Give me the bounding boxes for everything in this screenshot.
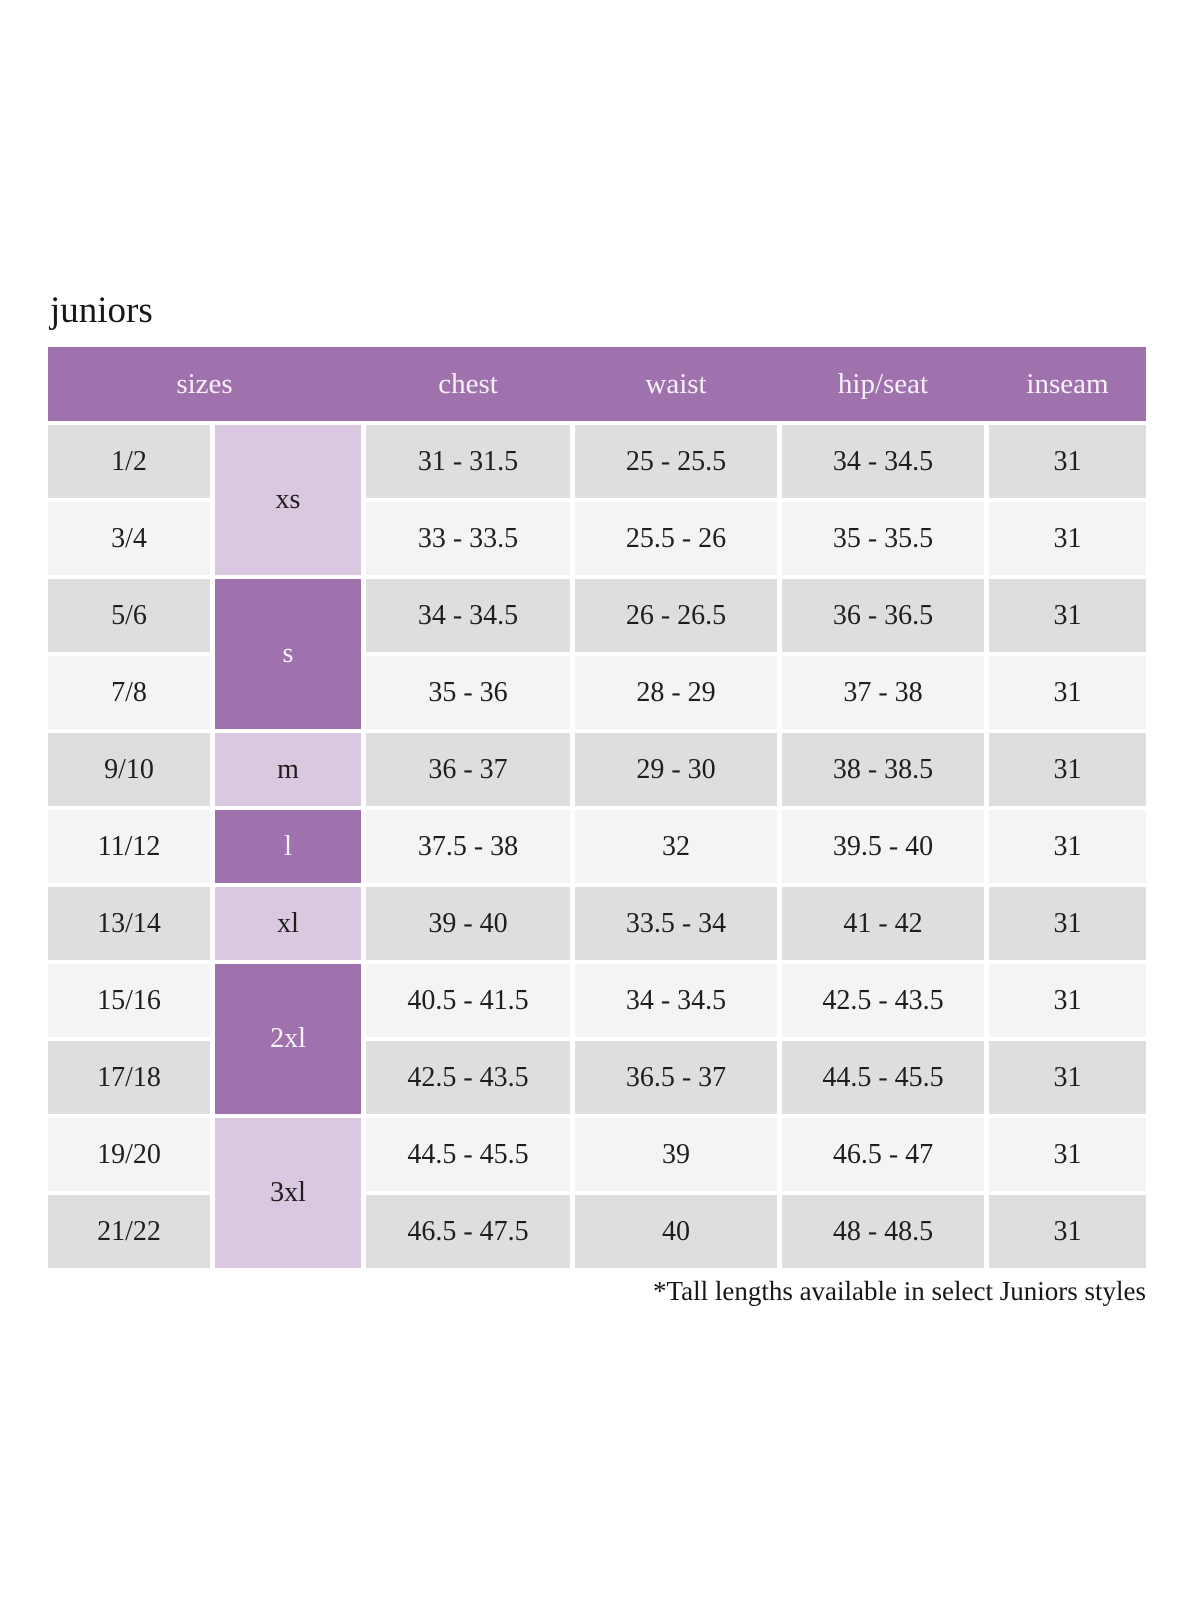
waist-cell: 39	[575, 1118, 777, 1191]
inseam-cell: 31	[989, 656, 1146, 729]
waist-cell: 36.5 - 37	[575, 1041, 777, 1114]
column-header-waist: waist	[645, 367, 707, 400]
inseam-cell: 31	[989, 733, 1146, 806]
inseam-cell: 31	[989, 1195, 1146, 1268]
letter-size-cell: 2xl	[215, 964, 361, 1114]
column-header-sizes: sizes	[176, 367, 233, 400]
hip-seat-cell: 41 - 42	[782, 887, 984, 960]
waist-cell: 25 - 25.5	[575, 425, 777, 498]
chest-cell: 35 - 36	[366, 656, 570, 729]
column-header-hip-seat: hip/seat	[837, 367, 929, 400]
size-cell: 13/14	[48, 887, 210, 960]
waist-cell: 25.5 - 26	[575, 502, 777, 575]
letter-size-cell: l	[215, 810, 361, 883]
chest-cell: 46.5 - 47.5	[366, 1195, 570, 1268]
letter-size-cell: xs	[215, 425, 361, 575]
size-cell: 15/16	[48, 964, 210, 1037]
column-header-chest: chest	[438, 367, 498, 400]
hip-seat-cell: 44.5 - 45.5	[782, 1041, 984, 1114]
size-cell: 21/22	[48, 1195, 210, 1268]
letter-size-cell: xl	[215, 887, 361, 960]
inseam-cell: 31	[989, 502, 1146, 575]
waist-cell: 32	[575, 810, 777, 883]
inseam-cell: 31	[989, 425, 1146, 498]
hip-seat-cell: 35 - 35.5	[782, 502, 984, 575]
chest-cell: 39 - 40	[366, 887, 570, 960]
chest-cell: 31 - 31.5	[366, 425, 570, 498]
waist-cell: 26 - 26.5	[575, 579, 777, 652]
chest-cell: 42.5 - 43.5	[366, 1041, 570, 1114]
chest-cell: 37.5 - 38	[366, 810, 570, 883]
hip-seat-cell: 37 - 38	[782, 656, 984, 729]
size-cell: 17/18	[48, 1041, 210, 1114]
inseam-cell: 31	[989, 579, 1146, 652]
size-cell: 9/10	[48, 733, 210, 806]
inseam-cell: 31	[989, 1118, 1146, 1191]
letter-size-cell: 3xl	[215, 1118, 361, 1268]
table-header-row: sizes chest waist hip/seat inseam	[48, 347, 1146, 421]
size-cell: 19/20	[48, 1118, 210, 1191]
inseam-cell: 31	[989, 887, 1146, 960]
hip-seat-cell: 42.5 - 43.5	[782, 964, 984, 1037]
hip-seat-cell: 48 - 48.5	[782, 1195, 984, 1268]
column-header-inseam: inseam	[1026, 367, 1109, 400]
inseam-cell: 31	[989, 964, 1146, 1037]
chest-cell: 36 - 37	[366, 733, 570, 806]
size-cell: 3/4	[48, 502, 210, 575]
waist-cell: 40	[575, 1195, 777, 1268]
waist-cell: 34 - 34.5	[575, 964, 777, 1037]
page-title: juniors	[50, 290, 153, 331]
hip-seat-cell: 39.5 - 40	[782, 810, 984, 883]
hip-seat-cell: 38 - 38.5	[782, 733, 984, 806]
size-cell: 5/6	[48, 579, 210, 652]
chest-cell: 44.5 - 45.5	[366, 1118, 570, 1191]
footnote: *Tall lengths available in select Junior…	[652, 1276, 1146, 1306]
letter-size-cell: s	[215, 579, 361, 729]
inseam-cell: 31	[989, 810, 1146, 883]
table-body: 1/2 xs 31 - 31.5 25 - 25.5 34 - 34.5 31 3/4 33 …	[48, 425, 1146, 1268]
letter-size-cell: m	[215, 733, 361, 806]
size-cell: 11/12	[48, 810, 210, 883]
waist-cell: 33.5 - 34	[575, 887, 777, 960]
chest-cell: 40.5 - 41.5	[366, 964, 570, 1037]
waist-cell: 28 - 29	[575, 656, 777, 729]
chest-cell: 33 - 33.5	[366, 502, 570, 575]
chest-cell: 34 - 34.5	[366, 579, 570, 652]
hip-seat-cell: 34 - 34.5	[782, 425, 984, 498]
size-chart-page: juniors sizes chest waist hip/seat insea…	[48, 290, 1146, 1306]
waist-cell: 29 - 30	[575, 733, 777, 806]
inseam-cell: 31	[989, 1041, 1146, 1114]
juniors-size-chart-table: sizes chest waist hip/seat inseam 1/2 xs 3…	[48, 347, 1146, 1268]
hip-seat-cell: 46.5 - 47	[782, 1118, 984, 1191]
size-cell: 7/8	[48, 656, 210, 729]
size-cell: 1/2	[48, 425, 210, 498]
hip-seat-cell: 36 - 36.5	[782, 579, 984, 652]
